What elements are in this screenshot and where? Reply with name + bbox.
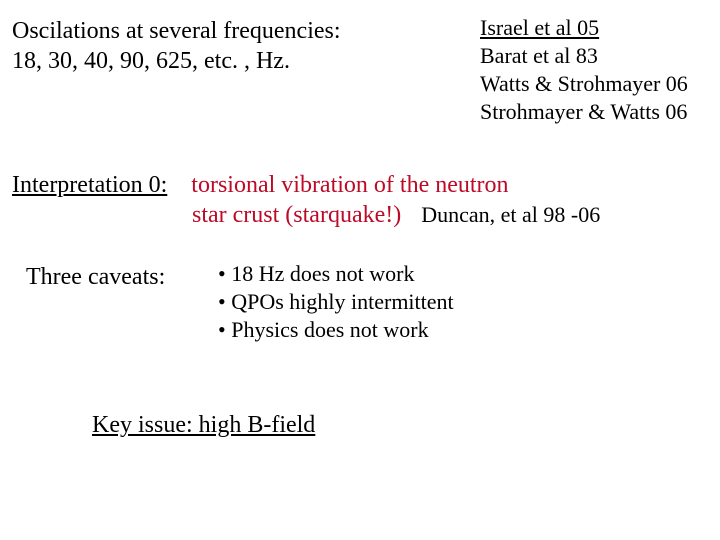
ref-barat: Barat et al 83 [480, 42, 598, 70]
interpretation-body-line2-text: star crust (starquake!) [192, 202, 401, 228]
interpretation-gap [173, 172, 185, 198]
interpretation-cite: Duncan, et al 98 -06 [421, 202, 600, 227]
interpretation-body-line1: torsional vibration of the neutron [191, 172, 508, 198]
oscillations-line1: Oscilations at several frequencies: [12, 16, 341, 46]
ref-watts-strohmayer: Watts & Strohmayer 06 [480, 70, 688, 98]
caveats-label: Three caveats: [26, 262, 165, 293]
interpretation-row: Interpretation 0: torsional vibration of… [12, 170, 509, 201]
oscillations-line2: 18, 30, 40, 90, 625, etc. , Hz. [12, 46, 290, 76]
ref-strohmayer-watts: Strohmayer & Watts 06 [480, 98, 687, 126]
interpretation-body-line2: star crust (starquake!) Duncan, et al 98… [192, 200, 600, 231]
caveat-1: • 18 Hz does not work [218, 260, 415, 288]
key-issue: Key issue: high B-field [92, 410, 315, 441]
interpretation-label: Interpretation 0: [12, 172, 167, 198]
caveat-2: • QPOs highly intermittent [218, 288, 454, 316]
caveat-3: • Physics does not work [218, 316, 429, 344]
ref-israel: Israel et al 05 [480, 14, 599, 42]
